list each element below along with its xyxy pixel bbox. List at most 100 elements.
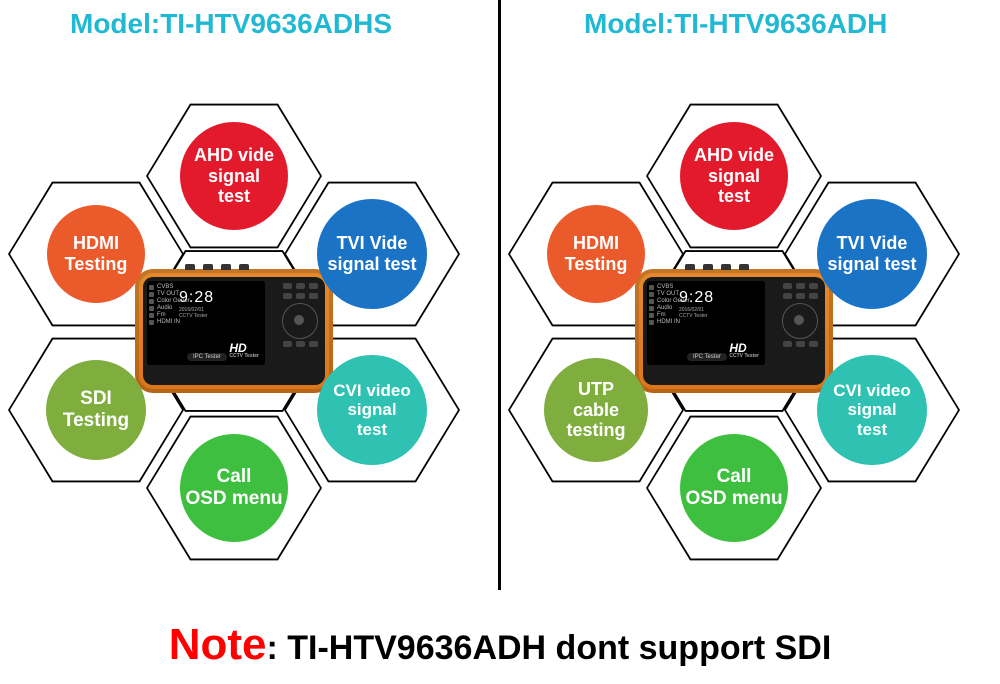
device-button-row: [779, 283, 821, 289]
device-subtitle: CCTV Tester: [679, 313, 761, 319]
device-menu-item: CVBS: [649, 284, 690, 290]
device-time: 9:28: [679, 289, 761, 307]
device-screen: CVBSTV OUTColor GenerAudioFmHDMI IN9:282…: [647, 281, 765, 365]
device-menu-label: Fm: [157, 312, 166, 318]
device-menu-item: Audio: [149, 305, 190, 311]
comparison-stage: Model:TI-HTV9636ADHS Model:TI-HTV9636ADH C…: [0, 0, 1000, 684]
device-mock: CVBSTV OUTColor GenerAudioFmHDMI IN9:282…: [635, 269, 833, 393]
note-lead: Note: [169, 620, 267, 669]
device-button: [783, 293, 792, 299]
device-menu-icon: [649, 285, 654, 290]
device-dpad: [282, 303, 318, 339]
hex-panel-left: CVBSTV OUTColor GenerAudioFmHDMI IN9:282…: [0, 55, 500, 595]
device-button: [283, 341, 292, 347]
device-menu-label: Color Gener: [157, 298, 190, 304]
device-button: [283, 293, 292, 299]
feature-circle-cvi: CVI video signal test: [317, 355, 427, 465]
device-mock: CVBSTV OUTColor GenerAudioFmHDMI IN9:282…: [135, 269, 333, 393]
note-separator: :: [266, 629, 287, 667]
model-title-left: Model:TI-HTV9636ADHS: [70, 8, 392, 40]
feature-circle-cvi: CVI video signal test: [817, 355, 927, 465]
device-button-row: [279, 293, 321, 299]
device-menu: CVBSTV OUTColor GenerAudioFmHDMI IN: [149, 283, 190, 326]
feature-circle-tvi: TVI Vide signal test: [317, 199, 427, 309]
device-menu-label: Color Gener: [657, 298, 690, 304]
device-menu-label: Fm: [657, 312, 666, 318]
device-menu-item: TV OUT: [649, 291, 690, 297]
device-button: [809, 293, 818, 299]
device-dpad: [782, 303, 818, 339]
feature-circle-ahd: AHD vide signal test: [180, 122, 288, 230]
device-button: [783, 283, 792, 289]
device-menu-label: HDMI IN: [157, 319, 180, 325]
device-menu-item: Fm: [149, 312, 190, 318]
device-button: [796, 341, 805, 347]
device-menu-label: Audio: [657, 305, 672, 311]
device-menu-icon: [149, 299, 154, 304]
feature-circle-sdi: SDI Testing: [46, 360, 146, 460]
device-menu: CVBSTV OUTColor GenerAudioFmHDMI IN: [649, 283, 690, 326]
device-controls: [779, 283, 821, 363]
device-hd-badge: HDCCTV Tester: [229, 341, 259, 359]
device-menu-label: Audio: [157, 305, 172, 311]
device-menu-icon: [649, 292, 654, 297]
device-menu-icon: [149, 306, 154, 311]
device-menu-label: TV OUT: [157, 291, 179, 297]
device-menu-icon: [649, 306, 654, 311]
note-body: TI-HTV9636ADH dont support SDI: [287, 629, 831, 667]
device-menu-item: TV OUT: [149, 291, 190, 297]
feature-circle-osd: Call OSD menu: [180, 434, 288, 542]
device-menu-item: Color Gener: [649, 298, 690, 304]
device-menu-item: Audio: [649, 305, 690, 311]
device-button-row: [779, 341, 821, 347]
device-button: [296, 283, 305, 289]
feature-circle-hdmi: HDMI Testing: [47, 205, 145, 303]
feature-circle-utp: UTP cable testing: [544, 358, 648, 462]
feature-circle-osd: Call OSD menu: [680, 434, 788, 542]
device-button: [296, 341, 305, 347]
feature-circle-ahd: AHD vide signal test: [680, 122, 788, 230]
device-button-row: [279, 341, 321, 347]
device-button: [809, 341, 818, 347]
device-button: [309, 293, 318, 299]
device-button: [796, 283, 805, 289]
device-menu-icon: [149, 285, 154, 290]
model-title-right: Model:TI-HTV9636ADH: [584, 8, 887, 40]
device-button: [783, 341, 792, 347]
device-menu-item: HDMI IN: [149, 319, 190, 325]
device-menu-icon: [649, 320, 654, 325]
device-menu-item: Fm: [649, 312, 690, 318]
device-button: [296, 293, 305, 299]
device-button: [283, 283, 292, 289]
device-button: [309, 283, 318, 289]
device-screen: CVBSTV OUTColor GenerAudioFmHDMI IN9:282…: [147, 281, 265, 365]
feature-circle-hdmi: HDMI Testing: [547, 205, 645, 303]
device-menu-icon: [149, 292, 154, 297]
device-menu-label: CVBS: [657, 284, 673, 290]
device-subtitle: CCTV Tester: [179, 313, 261, 319]
device-menu-item: CVBS: [149, 284, 190, 290]
device-menu-label: HDMI IN: [657, 319, 680, 325]
device-menu-item: Color Gener: [149, 298, 190, 304]
device-menu-item: HDMI IN: [649, 319, 690, 325]
device-ipc-label: IPC Tester: [687, 353, 727, 361]
device-button: [309, 341, 318, 347]
device-menu-label: CVBS: [157, 284, 173, 290]
device-controls: [279, 283, 321, 363]
device-menu-icon: [149, 320, 154, 325]
device-button-row: [279, 283, 321, 289]
device-menu-icon: [649, 299, 654, 304]
device-time: 9:28: [179, 289, 261, 307]
device-button-row: [779, 293, 821, 299]
device-menu-label: TV OUT: [657, 291, 679, 297]
device-menu-icon: [649, 313, 654, 318]
device-ports: [685, 264, 749, 270]
hex-panel-right: CVBSTV OUTColor GenerAudioFmHDMI IN9:282…: [500, 55, 1000, 595]
device-hd-badge: HDCCTV Tester: [729, 341, 759, 359]
device-button: [796, 293, 805, 299]
device-button: [809, 283, 818, 289]
device-ipc-label: IPC Tester: [187, 353, 227, 361]
feature-circle-tvi: TVI Vide signal test: [817, 199, 927, 309]
device-ports: [185, 264, 249, 270]
device-menu-icon: [149, 313, 154, 318]
